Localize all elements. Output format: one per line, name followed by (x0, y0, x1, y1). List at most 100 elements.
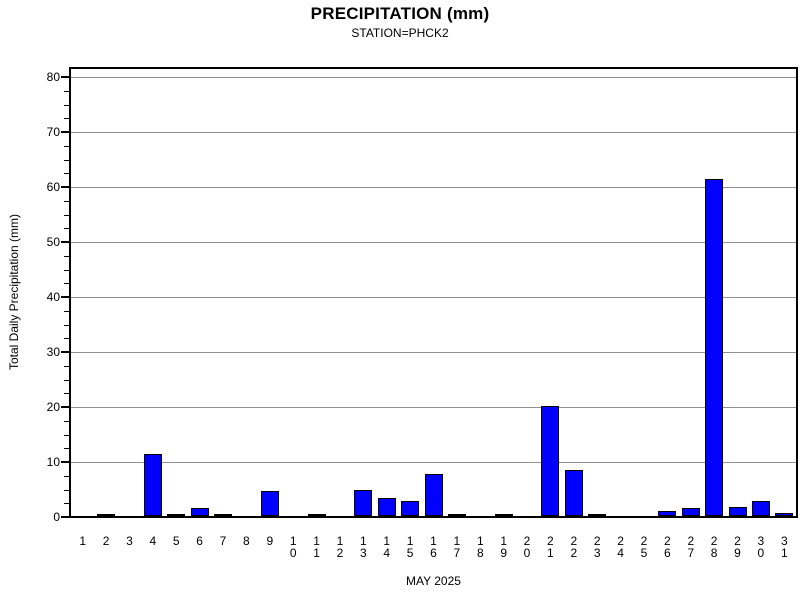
y-minor-tick (64, 393, 69, 395)
y-minor-tick (64, 420, 69, 422)
bar-day-9 (260, 491, 279, 516)
y-major-tick-30 (61, 351, 69, 353)
y-major-tick-50 (61, 241, 69, 243)
y-tick-label-30: 30 (46, 345, 60, 359)
y-tick-label-50: 50 (46, 235, 60, 249)
y-tick-label-0: 0 (53, 510, 60, 524)
bar-day-15 (401, 500, 420, 516)
bar-day-5 (167, 513, 186, 516)
gridline-10 (71, 462, 796, 463)
x-axis-title: MAY 2025 (406, 574, 461, 588)
y-minor-tick (64, 145, 69, 147)
x-tick-label-3: 3 (126, 534, 133, 548)
bar-day-2 (97, 513, 116, 516)
bar-day-6 (190, 508, 209, 516)
bar-day-14 (377, 497, 396, 516)
bar-day-27 (681, 507, 700, 516)
y-major-tick-40 (61, 296, 69, 298)
y-minor-tick (64, 448, 69, 450)
bar-day-28 (705, 179, 724, 516)
y-minor-tick (64, 214, 69, 216)
y-minor-tick (64, 434, 69, 436)
y-major-tick-60 (61, 186, 69, 188)
y-minor-tick (64, 489, 69, 491)
y-minor-tick (64, 200, 69, 202)
bar-day-11 (307, 513, 326, 516)
bar-day-29 (728, 507, 747, 516)
y-minor-tick (64, 159, 69, 161)
y-major-tick-70 (61, 131, 69, 133)
x-tick-label-4: 4 (149, 534, 157, 548)
bar-day-31 (775, 513, 794, 516)
bar-day-17 (447, 513, 466, 516)
x-tick-label-8: 8 (243, 534, 250, 548)
bar-day-23 (588, 513, 607, 516)
x-tick-label-9: 9 (266, 534, 274, 548)
y-minor-tick (64, 365, 69, 367)
gridline-60 (71, 187, 796, 188)
bar-day-13 (354, 489, 373, 516)
y-minor-tick (64, 338, 69, 340)
y-tick-label-60: 60 (46, 180, 60, 194)
chart-title: PRECIPITATION (mm) (310, 4, 490, 23)
y-minor-tick (64, 503, 69, 505)
gridline-20 (71, 407, 796, 408)
plot-area (69, 67, 798, 518)
bar-day-22 (564, 469, 583, 516)
x-tick-label-5: 5 (172, 534, 180, 548)
x-tick-label-1: 1 (79, 534, 87, 548)
y-minor-tick (64, 379, 69, 381)
x-tick-label-6: 6 (196, 534, 203, 548)
y-tick-label-70: 70 (46, 125, 60, 139)
y-minor-tick (64, 90, 69, 92)
y-tick-label-10: 10 (46, 455, 60, 469)
y-minor-tick (64, 118, 69, 120)
y-tick-label-80: 80 (46, 70, 60, 84)
y-tick-label-40: 40 (46, 290, 60, 304)
y-minor-tick (64, 104, 69, 106)
y-minor-tick (64, 324, 69, 326)
y-minor-tick (64, 310, 69, 312)
gridline-40 (71, 297, 796, 298)
y-major-tick-20 (61, 406, 69, 408)
y-minor-tick (64, 228, 69, 230)
y-minor-tick (64, 283, 69, 285)
y-minor-tick (64, 173, 69, 175)
gridline-70 (71, 132, 796, 133)
y-major-tick-10 (61, 461, 69, 463)
chart-subtitle: STATION=PHCK2 (351, 26, 449, 40)
y-minor-tick (64, 475, 69, 477)
gridline-50 (71, 242, 796, 243)
bar-day-4 (143, 453, 162, 516)
y-major-tick-0 (61, 516, 69, 518)
y-minor-tick (64, 255, 69, 257)
bar-day-7 (214, 513, 232, 516)
gridline-30 (71, 352, 796, 353)
y-minor-tick (64, 269, 69, 271)
bar-day-21 (541, 406, 560, 516)
y-major-tick-80 (61, 76, 69, 78)
